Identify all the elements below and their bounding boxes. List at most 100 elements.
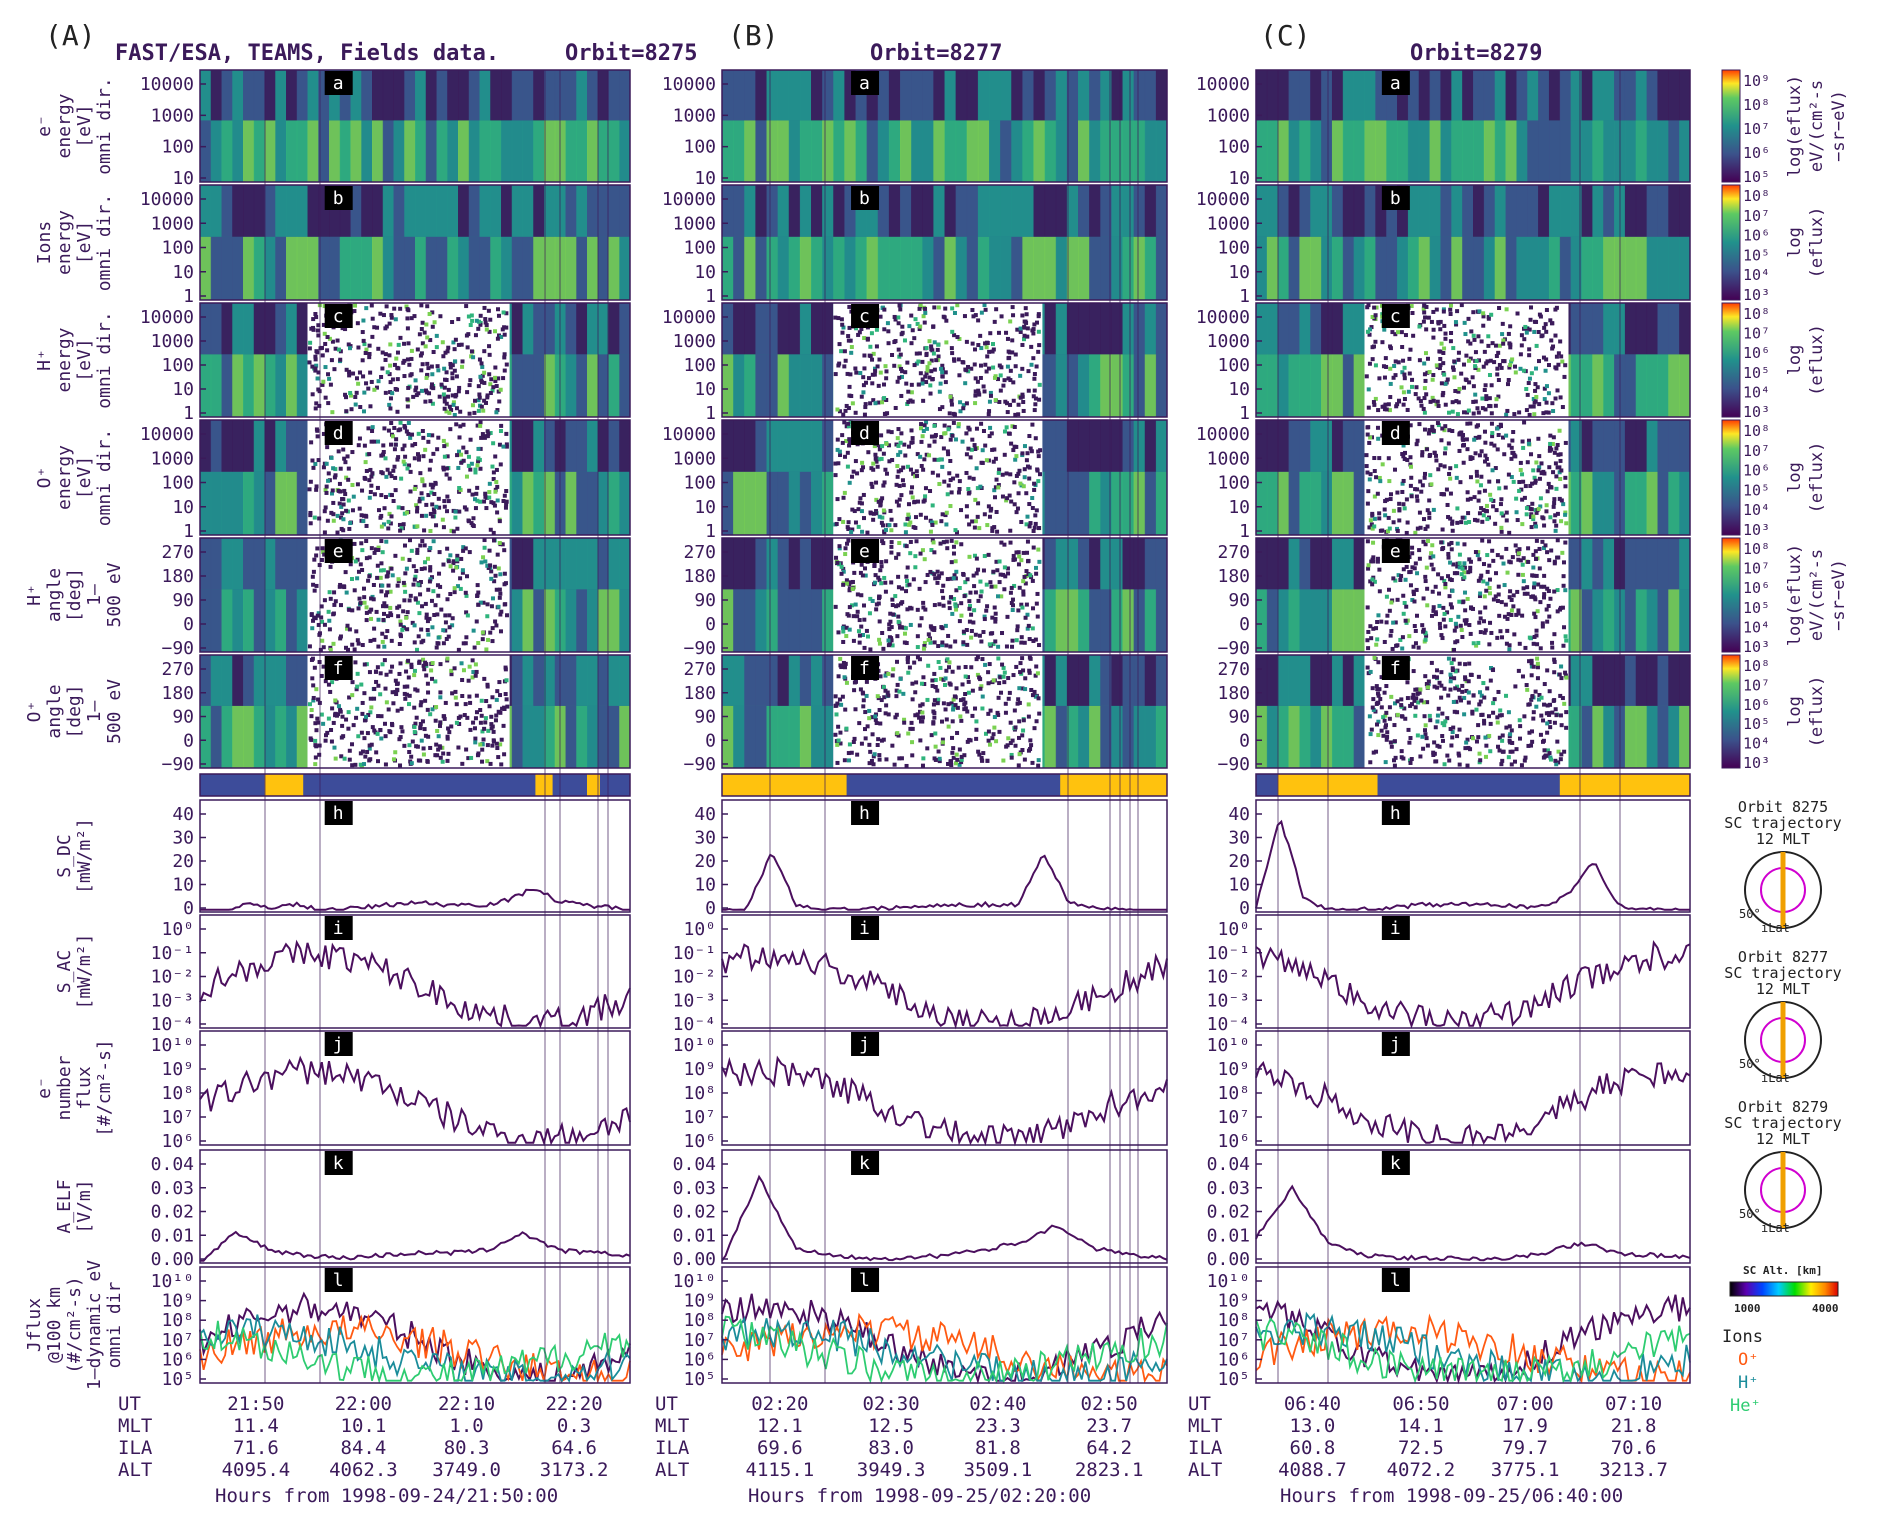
panel-b-col1-ytick: 1	[705, 286, 716, 307]
panel-c-col0-cell	[308, 340, 313, 345]
panel-c-col1-cell	[978, 375, 983, 380]
panel-d-col0-cell	[466, 463, 471, 468]
panel-e-col0-cell	[381, 568, 386, 573]
panel-f-col0-cell	[367, 758, 372, 763]
panel-c-col1-band	[744, 303, 756, 355]
panel-d-col0-cell	[504, 489, 509, 494]
panel-b-col0-band	[565, 236, 577, 300]
panel-f-col1-cell	[843, 707, 848, 712]
panel-f-col1-cell	[932, 698, 937, 703]
panel-c-col1-band	[1055, 354, 1068, 417]
panel-c-col0-cell	[326, 372, 331, 377]
panel-e-col0-cell	[488, 563, 493, 568]
panel-d-col0-cell	[370, 428, 375, 433]
panel-e-col0-cell	[486, 565, 491, 570]
panel-c-col1-cell	[925, 365, 930, 370]
panel-c-col2-cell	[1417, 358, 1422, 363]
panel-b-col2-band	[1581, 185, 1593, 237]
panel-e-col0-cell	[350, 608, 355, 613]
panel-e-col1-cell	[979, 639, 984, 644]
panel-d-col0-cell	[335, 513, 340, 518]
panel-d-col0-band	[619, 420, 631, 472]
panel-f-col0-cell	[481, 737, 486, 742]
panel-d-col0-cell	[423, 447, 428, 452]
panel-d-col0-cell	[370, 425, 375, 430]
panel-d-col0-cell	[360, 488, 365, 493]
panel-b-col2-band	[1299, 236, 1311, 300]
panel-e-col0-cell	[369, 607, 374, 612]
panel-b-col0-band	[264, 236, 276, 300]
panel-e-col1-cell	[889, 544, 894, 549]
panel-f-col1-cell	[936, 697, 941, 702]
panel-e-col1-cell	[935, 569, 940, 574]
panel-e-col1-band	[755, 589, 767, 652]
panel-c-col2-cell	[1544, 410, 1549, 415]
panel-f-col0-ytick: −90	[161, 754, 194, 775]
panel-e-col0-cell	[402, 583, 407, 588]
panel-c-col0-ylabel: H⁺	[34, 349, 55, 371]
panel-a-col0-ytick: 10	[172, 168, 194, 189]
panel-d-col1-ytick: 100	[683, 473, 716, 494]
panel-c-col1-cell	[841, 412, 846, 417]
panel-c-col0-cell	[477, 357, 482, 362]
panel-e-col0-cell	[332, 602, 337, 607]
panel-e-col1-cell	[926, 632, 931, 637]
panel-b-col2-cbar-label: (eflux)	[1807, 207, 1827, 279]
panel-c-col0-cell	[360, 358, 365, 363]
panel-a-col2-band	[1559, 120, 1572, 182]
panel-c-col1-cell	[951, 411, 956, 416]
panel-d-col1-cell	[936, 457, 941, 462]
panel-f-col0-cell	[497, 680, 502, 685]
panel-e-col0-cell	[487, 548, 492, 553]
panel-c-col2-cell	[1537, 359, 1542, 364]
panel-k-col1-bg	[722, 1150, 1167, 1263]
panel-c-col1-cell	[983, 341, 988, 346]
panel-c-col2-band	[1581, 303, 1593, 355]
panel-b-col0-band	[210, 236, 222, 300]
panel-d-col1-cell	[1033, 521, 1038, 526]
panel-f-col1-cell	[851, 739, 856, 744]
panel-b-col2-band	[1386, 185, 1398, 237]
panel-f-col1-cell	[951, 704, 956, 709]
panel-d-col0-cell	[493, 454, 498, 459]
panel-f-col1-cell	[985, 758, 990, 763]
panel-d-col0-cell	[335, 530, 340, 535]
panel-c-col1-cell	[937, 389, 942, 394]
panel-d-col0-cell	[415, 509, 420, 514]
panel-e-col1-cell	[1022, 574, 1027, 579]
panel-a-col2-band	[1451, 120, 1463, 182]
panel-e-col1-cell	[1016, 550, 1021, 555]
panel-d-col1-cell	[1021, 484, 1026, 489]
panel-c-col2-band	[1570, 354, 1582, 417]
panel-e-col1-band	[1089, 538, 1101, 590]
panel-f-col1-cell	[833, 694, 838, 699]
panel-c-col1-cell	[984, 345, 989, 350]
panel-e-col1-cell	[903, 626, 908, 631]
panel-d-col0-cell	[372, 492, 377, 497]
panel-c-col0-cell	[406, 341, 411, 346]
panel-f-col0-cell	[402, 691, 407, 696]
panel-e-col0-band	[232, 589, 244, 652]
panel-d-col1-band	[1055, 471, 1068, 535]
panel-f-col1-band	[1155, 705, 1168, 768]
panel-e-col0-cell	[322, 552, 327, 557]
panel-e-col1-cell	[843, 552, 848, 557]
panel-e-col1-cell	[996, 594, 1001, 599]
panel-f-col1-cell	[915, 712, 920, 717]
panel-c-col0-cell	[317, 403, 322, 408]
panel-f-col1-cell	[1029, 687, 1034, 692]
panel-e-col0-cell	[380, 583, 385, 588]
panel-e-col0-cell	[307, 644, 312, 649]
panel-e-col1-cell	[856, 629, 861, 634]
panel-e-col0-cell	[447, 625, 452, 630]
panel-d-col0-cell	[461, 458, 466, 463]
footer-mlt: 1.0	[449, 1415, 483, 1437]
panel-e-col1-cell	[944, 539, 949, 544]
panel-e-col1-cell	[962, 594, 967, 599]
panel-c-col1-cell	[897, 303, 902, 308]
panel-f-col1-cell	[980, 758, 985, 763]
panel-f-col1-cell	[864, 693, 869, 698]
panel-f-col1-cell	[846, 758, 851, 763]
panel-c-col0-ytick: 100	[161, 355, 194, 376]
panel-a-col0-band	[436, 70, 448, 121]
